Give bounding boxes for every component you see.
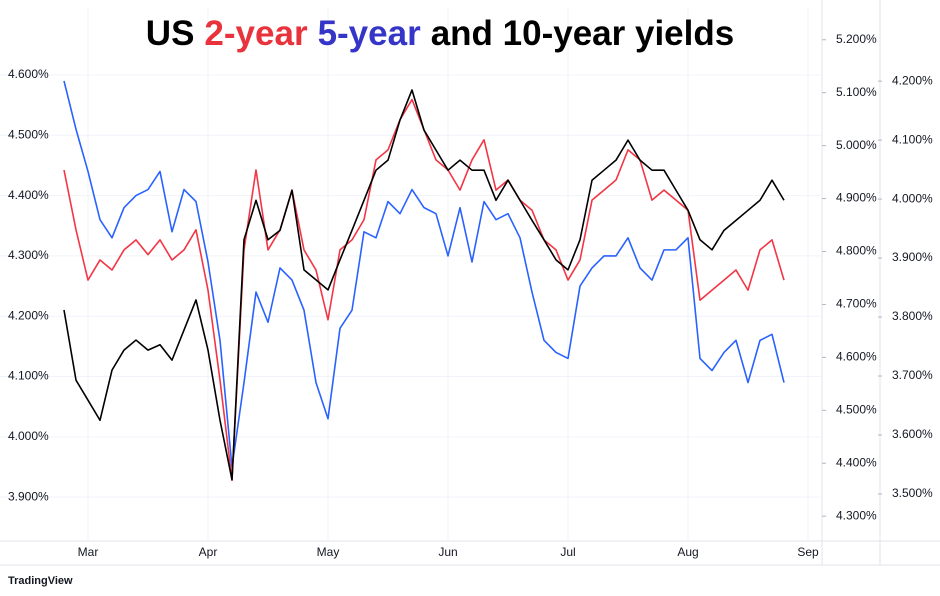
- x-tick-label: Jul: [560, 545, 575, 559]
- y-tick-label: 4.400%: [8, 188, 49, 202]
- y-tick-label: 3.900%: [8, 489, 49, 503]
- title-part: US: [145, 14, 195, 53]
- y-tick-label: 5.000%: [836, 138, 877, 152]
- x-tick-label: Jun: [438, 545, 457, 559]
- y-tick-label: 4.600%: [8, 67, 49, 81]
- y-tick-label: 4.400%: [836, 455, 877, 469]
- y-tick-label: 4.600%: [836, 350, 877, 364]
- x-tick-label: Aug: [677, 545, 698, 559]
- chart-title: US 2-year 5-year and 10-year yields: [0, 14, 880, 54]
- y-tick-label: 3.600%: [892, 427, 933, 441]
- y-tick-label: 4.700%: [836, 297, 877, 311]
- y-tick-label: 3.700%: [892, 368, 933, 382]
- x-tick-label: Mar: [78, 545, 99, 559]
- y-tick-label: 4.500%: [836, 402, 877, 416]
- y-tick-label: 4.300%: [8, 248, 49, 262]
- x-tick-label: Apr: [199, 545, 218, 559]
- y-tick-label: 4.100%: [8, 369, 49, 383]
- y-tick-label: 4.200%: [892, 73, 933, 87]
- title-part: and 10-year yields: [430, 14, 735, 53]
- x-tick-label: May: [317, 545, 340, 559]
- y-tick-label: 4.100%: [892, 132, 933, 146]
- y-tick-label: 5.200%: [836, 32, 877, 46]
- series-line: [63, 80, 785, 468]
- y-tick-label: 3.800%: [892, 309, 933, 323]
- title-part: 2-year: [204, 14, 308, 53]
- y-tick-label: 4.000%: [8, 429, 49, 443]
- y-tick-label: 3.900%: [892, 250, 933, 264]
- y-tick-label: 4.300%: [836, 508, 877, 522]
- title-part: 5-year: [317, 14, 421, 53]
- y-tick-label: 4.000%: [892, 191, 933, 205]
- y-tick-label: 4.500%: [8, 127, 49, 141]
- y-tick-label: 4.900%: [836, 191, 877, 205]
- y-tick-label: 4.800%: [836, 244, 877, 258]
- y-tick-label: 3.500%: [892, 486, 933, 500]
- y-tick-label: 4.200%: [8, 308, 49, 322]
- x-tick-label: Sep: [797, 545, 819, 559]
- series-line: [63, 89, 785, 481]
- brand: TradingView: [8, 575, 73, 587]
- y-tick-label: 5.100%: [836, 85, 877, 99]
